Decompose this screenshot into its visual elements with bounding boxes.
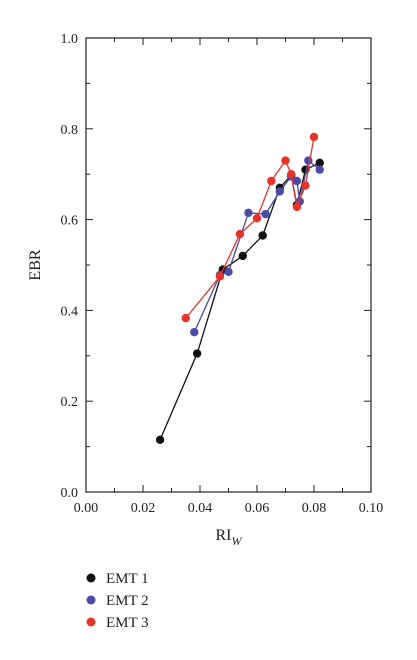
- series-line: [159, 162, 320, 441]
- x-tick-label: 0.08: [302, 501, 327, 516]
- data-point: [275, 187, 284, 196]
- legend-marker: [86, 617, 96, 627]
- y-tick-label: 0.6: [61, 214, 79, 229]
- data-point: [315, 158, 324, 168]
- data-point: [309, 132, 319, 142]
- data-point: [181, 313, 190, 323]
- data-point: [238, 251, 247, 261]
- data-point: [155, 435, 165, 444]
- data-point: [267, 176, 276, 186]
- legend-label: EMT 3: [106, 615, 149, 631]
- y-tick-label: 0.2: [61, 395, 79, 410]
- series-layer: [155, 132, 324, 444]
- legend-label: EMT 2: [106, 593, 149, 609]
- legend-marker: [86, 573, 96, 583]
- x-axis-title-subscript: W: [232, 534, 243, 548]
- x-tick-label: 0.00: [74, 501, 99, 516]
- x-axis-title: RIW: [216, 527, 243, 548]
- data-point: [258, 231, 267, 240]
- x-axis-title-main: RI: [216, 527, 232, 544]
- data-point: [224, 267, 233, 277]
- series-line: [185, 136, 315, 319]
- y-tick-label: 1.0: [61, 32, 79, 47]
- data-point: [292, 176, 302, 186]
- x-tick-label: 0.06: [245, 501, 270, 516]
- data-point: [287, 170, 296, 179]
- axes-layer: 0.00 0.02 0.04 0.06 0.08 0.10 0.0 0.2 0.4 0.6 0.8 1…: [61, 32, 384, 516]
- data-point: [301, 181, 310, 190]
- legend-item: EMT 3: [86, 615, 149, 631]
- data-point: [215, 272, 225, 281]
- data-point: [315, 165, 324, 174]
- x-tick-label: 0.10: [359, 501, 384, 516]
- data-point: [252, 214, 262, 223]
- x-tick-label: 0.02: [131, 501, 156, 516]
- legend-item: EMT 2: [86, 593, 149, 609]
- legend-marker: [86, 595, 96, 605]
- data-point: [190, 327, 199, 337]
- y-tick-label: 0.8: [61, 123, 79, 138]
- data-point: [261, 209, 270, 219]
- legend-item: EMT 1: [86, 571, 149, 587]
- data-point: [281, 156, 290, 165]
- data-point: [192, 349, 202, 358]
- data-point: [304, 156, 313, 165]
- y-tick-label: 0.4: [61, 304, 79, 319]
- x-tick-label: 0.04: [188, 501, 213, 516]
- series-3: [181, 132, 319, 323]
- data-point: [292, 202, 302, 212]
- legend-label: EMT 1: [106, 571, 149, 587]
- legend: EMT 1 EMT 2 EMT 3: [86, 571, 149, 631]
- y-axis-title: EBR: [27, 249, 44, 280]
- y-tick-label: 0.0: [61, 486, 79, 501]
- data-point: [235, 229, 245, 239]
- data-point: [244, 208, 253, 217]
